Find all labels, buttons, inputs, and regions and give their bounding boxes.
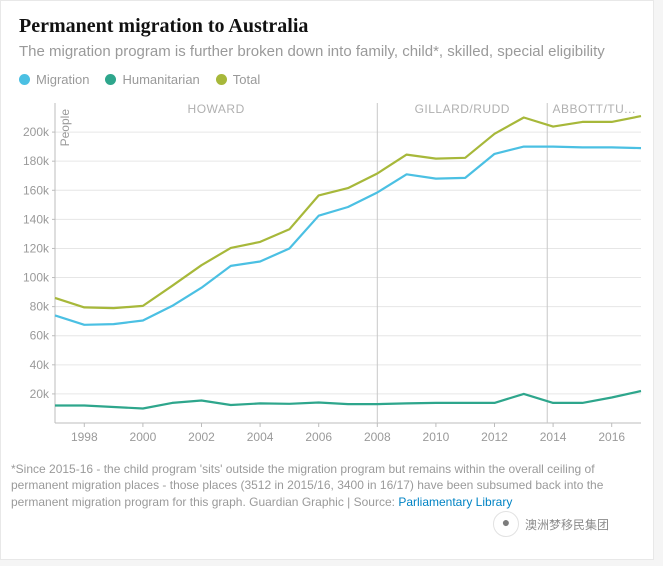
- svg-text:40k: 40k: [30, 358, 50, 372]
- svg-text:100k: 100k: [23, 271, 50, 285]
- legend-item-humanitarian: Humanitarian: [105, 72, 199, 87]
- svg-text:People: People: [58, 109, 72, 147]
- legend-swatch: [216, 74, 227, 85]
- legend-swatch: [105, 74, 116, 85]
- svg-text:2014: 2014: [540, 430, 567, 444]
- svg-text:20k: 20k: [30, 387, 50, 401]
- chart-title: Permanent migration to Australia: [1, 1, 653, 42]
- svg-text:2010: 2010: [423, 430, 450, 444]
- svg-text:2012: 2012: [481, 430, 508, 444]
- svg-text:120k: 120k: [23, 242, 50, 256]
- legend-label: Total: [233, 72, 260, 87]
- svg-text:1998: 1998: [71, 430, 98, 444]
- legend-label: Migration: [36, 72, 89, 87]
- watermark-text: 澳洲梦移民集团: [525, 516, 609, 533]
- chart-subtitle: The migration program is further broken …: [1, 42, 653, 72]
- chart-card: Permanent migration to Australia The mig…: [0, 0, 654, 560]
- chart-area: 20k 40k 60k 80k 100k 120k 140k 160k 180k 200k Peop…: [1, 93, 655, 453]
- svg-text:180k: 180k: [23, 154, 50, 168]
- watermark: ● 澳洲梦移民集团: [493, 509, 643, 539]
- svg-text:2002: 2002: [188, 430, 215, 444]
- svg-text:2016: 2016: [598, 430, 625, 444]
- source-link[interactable]: Parliamentary Library: [398, 495, 512, 509]
- svg-text:2006: 2006: [305, 430, 332, 444]
- svg-text:140k: 140k: [23, 213, 50, 227]
- svg-text:GILLARD/RUDD: GILLARD/RUDD: [415, 102, 510, 116]
- svg-text:60k: 60k: [30, 329, 50, 343]
- legend-swatch: [19, 74, 30, 85]
- watermark-icon: ●: [493, 511, 519, 537]
- svg-text:2008: 2008: [364, 430, 391, 444]
- legend-label: Humanitarian: [122, 72, 199, 87]
- legend-item-total: Total: [216, 72, 260, 87]
- svg-text:HOWARD: HOWARD: [188, 102, 245, 116]
- footnote: *Since 2015-16 - the child program 'sits…: [1, 453, 653, 510]
- svg-text:160k: 160k: [23, 184, 50, 198]
- footnote-text: *Since 2015-16 - the child program 'sits…: [11, 462, 603, 508]
- series-migration: [55, 147, 641, 325]
- svg-text:2004: 2004: [247, 430, 274, 444]
- legend: Migration Humanitarian Total: [1, 72, 653, 93]
- svg-text:80k: 80k: [30, 300, 50, 314]
- svg-text:2000: 2000: [130, 430, 157, 444]
- series-total: [55, 116, 641, 308]
- line-chart-svg: 20k 40k 60k 80k 100k 120k 140k 160k 180k 200k Peop…: [1, 93, 655, 453]
- svg-text:200k: 200k: [23, 125, 50, 139]
- svg-text:ABBOTT/TU...: ABBOTT/TU...: [552, 102, 635, 116]
- legend-item-migration: Migration: [19, 72, 89, 87]
